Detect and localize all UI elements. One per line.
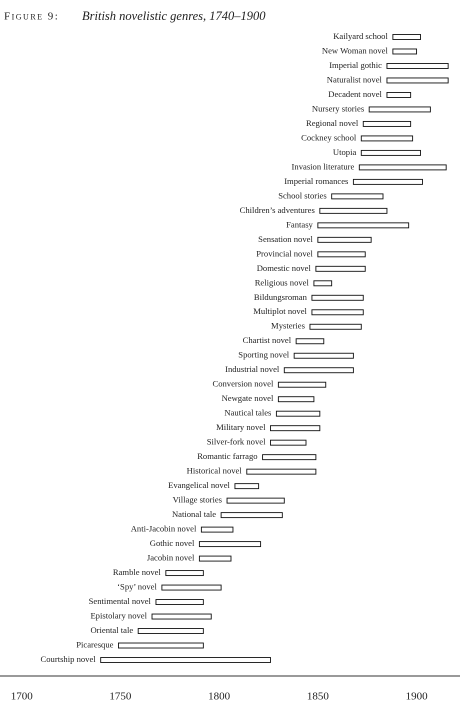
range-bar [360,135,414,142]
range-bar [151,613,212,620]
range-bar [293,352,354,359]
range-bar [392,48,418,55]
category-label: National tale [172,509,216,519]
category-label: Sensation novel [258,234,313,244]
x-tick-label: 1900 [406,691,429,703]
range-bar [386,92,412,98]
category-label: Multiplot novel [253,306,307,316]
range-bar [386,63,449,69]
range-bar [246,468,317,475]
range-bar [311,309,364,316]
range-bar [295,338,325,345]
category-label: Regional novel [306,118,359,128]
category-label: Anti-Jacobin novel [131,524,197,534]
range-bar [277,396,315,403]
range-bar [100,657,271,663]
category-label: Oriental tale [90,625,133,635]
range-bar [198,555,232,562]
x-tick-label: 1700 [11,691,34,703]
range-bar [262,454,317,461]
category-label: Gothic novel [150,538,195,548]
category-label: Sporting novel [238,350,289,360]
category-label: Nautical tales [224,408,272,418]
category-label: New Woman novel [322,45,389,55]
range-bar [137,628,204,634]
range-bar [317,251,366,258]
category-label: Decadent novel [328,89,382,99]
range-bar [313,280,333,287]
category-label: Fantasy [286,219,313,229]
chart-title: British novelistic genres, 1740–1900 [82,9,266,23]
range-bar [317,222,410,229]
category-label: Evangelical novel [168,480,230,490]
category-label: Epistolary novel [90,611,147,621]
range-bar [386,77,449,84]
range-bar [311,294,364,301]
category-label: Military novel [216,422,266,432]
range-bar [358,164,447,171]
category-label: Picaresque [76,639,113,649]
category-label: Village stories [173,495,223,505]
category-label: Utopia [333,147,357,157]
x-tick-label: 1850 [307,691,330,703]
category-label: Naturalist novel [327,74,383,84]
range-bar [165,570,204,577]
range-bar [226,497,285,504]
figure-label: Figure 9: [4,11,59,23]
range-bar [309,323,362,330]
range-bar [200,526,234,533]
range-bar [392,34,421,40]
category-label: Provincial novel [256,248,313,258]
category-label: Historical novel [187,466,243,476]
range-bar [315,265,366,272]
category-label: Industrial novel [225,364,280,374]
range-bar [270,439,307,446]
range-bar [283,367,354,374]
category-label: Bildungsroman [254,292,308,302]
range-bar [317,236,372,243]
category-label: Domestic novel [257,263,312,273]
x-tick-label: 1800 [208,691,231,703]
range-bar [118,642,204,649]
category-label: School stories [278,190,327,200]
range-bar [360,149,421,156]
range-bar [234,483,260,490]
range-bar [277,381,327,388]
category-label: Jacobin novel [147,553,195,563]
category-label: Courtship novel [41,654,97,664]
range-bar [319,207,388,214]
category-label: Romantic farrago [197,451,257,461]
category-label: Kailyard school [333,31,388,41]
category-label: Cockney school [301,132,357,142]
range-bar [220,512,283,519]
x-tick-label: 1750 [109,691,132,703]
category-label: Religious novel [255,277,310,287]
category-label: Chartist novel [243,335,292,345]
range-bar [270,425,321,432]
range-bar [161,584,222,591]
category-label: Imperial romances [284,176,349,186]
range-bar [275,410,321,417]
range-bar [368,106,431,113]
range-bar [352,178,423,185]
category-label: Invasion literature [292,161,355,171]
category-label: Nursery stories [312,103,365,113]
category-label: Children’s adventures [240,205,316,215]
range-bar [198,541,262,548]
range-bar [331,193,384,200]
category-label: Mysteries [271,321,306,331]
category-label: Newgate novel [222,393,274,403]
range-bar [155,599,204,605]
category-label: ‘Spy’ novel [117,582,157,592]
category-label: Silver-fork novel [207,437,266,447]
range-bar [362,120,412,127]
category-label: Conversion novel [212,379,273,389]
category-label: Sentimental novel [89,596,152,606]
category-label: Imperial gothic [329,60,382,70]
category-label: Ramble novel [113,567,162,577]
